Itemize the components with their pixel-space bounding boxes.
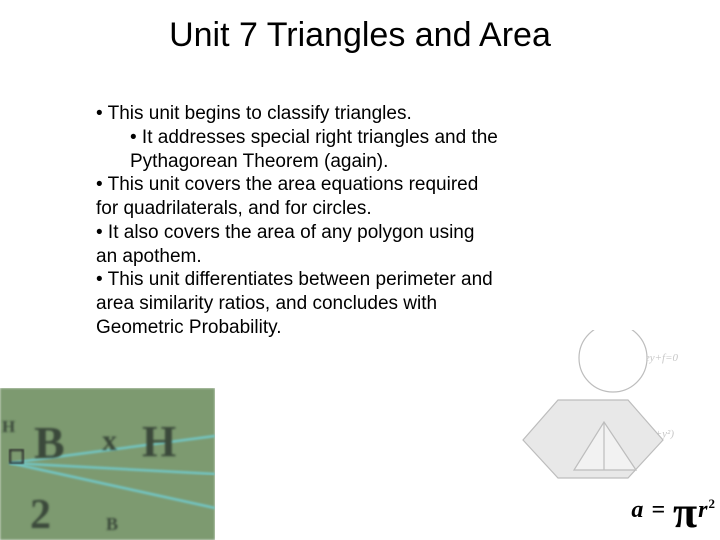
bullet-2: • This unit covers the area equations re… [96,174,478,195]
pi-symbol: π [673,500,698,526]
tri-B-small: B [106,514,118,534]
formula-r: r [698,497,708,523]
bullet-3: • It also covers the area of any polygon… [96,222,474,243]
slide-body: • This unit begins to classify triangles… [96,102,616,340]
tri-2: 2 [30,492,51,538]
formula-sup: 2 [709,496,717,511]
bullet-3b: an apothem. [96,246,202,267]
tri-x: x [102,424,117,457]
bullet-4: • This unit differentiates between perim… [96,269,493,290]
bullet-4c: Geometric Probability. [96,317,282,338]
bullet-2b: for quadrilaterals, and for circles. [96,198,372,219]
formula-eq: = [644,497,673,523]
bullet-4b: area similarity ratios, and concludes wi… [96,293,437,314]
slide-container: { "slide": { "title": "Unit 7 Triangles … [0,0,720,540]
slide-title: Unit 7 Triangles and Area [0,16,720,55]
tri-H-small: H [2,417,15,436]
formula-a: a [631,497,644,523]
bullet-1a: • It addresses special right triangles a… [130,126,616,150]
tri-H-big: H [142,417,176,466]
area-formula: a = πr2 [631,496,716,526]
bullet-1b: Pythagorean Theorem (again). [130,150,616,174]
triangle-bxh-graphic: B x H H 2 B [0,388,215,540]
tri-B-big: B [34,417,65,468]
hexagon-graphic [518,330,688,480]
bullet-1: • This unit begins to classify triangles… [96,103,412,124]
